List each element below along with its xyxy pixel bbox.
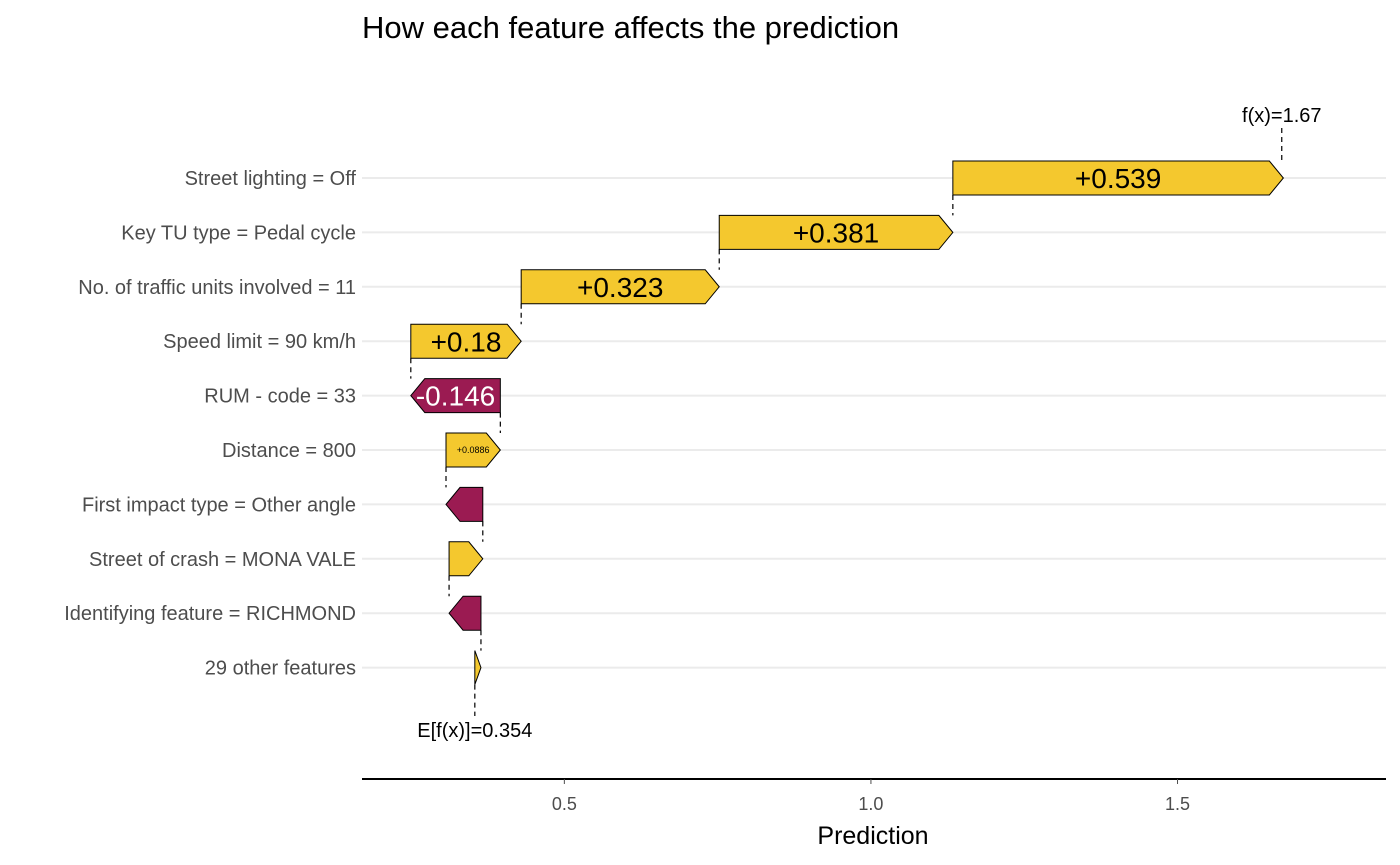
bar-layer: +0.539 +0.381 +0.323 +0.18 -0.146 +0.0886 bbox=[410, 160, 1284, 685]
feature-label: No. of traffic units involved = 11 bbox=[78, 277, 356, 299]
x-axis-label: Prediction bbox=[817, 822, 928, 850]
feature-label: Street lighting = Off bbox=[185, 168, 357, 190]
feature-label: Street of crash = MONA VALE bbox=[89, 549, 356, 571]
bar-value-label: +0.381 bbox=[793, 217, 879, 248]
chart-title: How each feature affects the prediction bbox=[362, 10, 899, 45]
bar-value-label: +0.18 bbox=[431, 326, 502, 357]
bar-value-label: -0.146 bbox=[416, 381, 495, 412]
x-tick-label: 1.5 bbox=[1165, 794, 1190, 814]
base-value-label: E[f(x)]=0.354 bbox=[417, 720, 532, 742]
connector-layer bbox=[410, 128, 1283, 716]
feature-label: First impact type = Other angle bbox=[82, 494, 356, 516]
feature-label: Distance = 800 bbox=[222, 440, 356, 462]
annotations: f(x)=1.67 E[f(x)]=0.354 bbox=[417, 105, 1321, 742]
grid-layer bbox=[362, 177, 1386, 669]
feature-label: Identifying feature = RICHMOND bbox=[64, 603, 356, 625]
positive-bar bbox=[445, 432, 501, 468]
x-tick-label: 0.5 bbox=[552, 794, 577, 814]
positive-bar bbox=[448, 541, 484, 577]
feature-label: 29 other features bbox=[205, 658, 356, 680]
positive-bar bbox=[410, 323, 522, 359]
positive-bar bbox=[520, 269, 720, 305]
x-tick-label: 1.0 bbox=[858, 794, 883, 814]
negative-bar bbox=[410, 378, 501, 414]
positive-bar bbox=[474, 650, 482, 685]
feature-labels: Street lighting = Off Key TU type = Pedal… bbox=[64, 168, 356, 680]
final-value-label: f(x)=1.67 bbox=[1242, 105, 1321, 127]
bar-value-label: +0.323 bbox=[577, 272, 663, 303]
bar-value-label: +0.0886 bbox=[457, 445, 490, 455]
x-ticks: 0.5 1.0 1.5 bbox=[552, 779, 1190, 814]
negative-bar bbox=[448, 595, 482, 631]
feature-label: Speed limit = 90 km/h bbox=[163, 331, 356, 353]
positive-bar bbox=[718, 214, 954, 250]
bar-value-label: +0.539 bbox=[1075, 163, 1161, 194]
positive-bar bbox=[952, 160, 1284, 196]
negative-bar bbox=[445, 486, 484, 522]
feature-label: Key TU type = Pedal cycle bbox=[121, 222, 356, 244]
feature-label: RUM - code = 33 bbox=[204, 386, 356, 408]
